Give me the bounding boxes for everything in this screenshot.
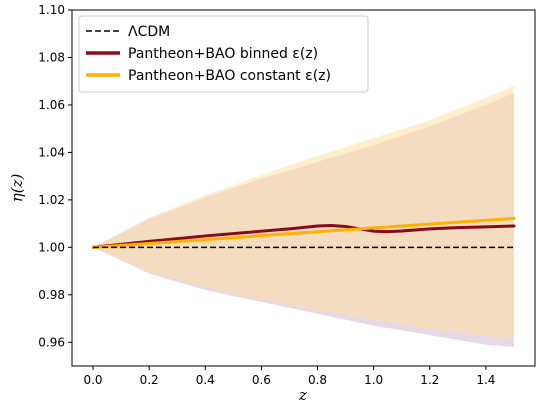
x-tick-label: 0.2 — [140, 373, 159, 387]
series-lines — [91, 216, 516, 249]
y-tick-label: 0.96 — [38, 335, 65, 349]
y-tick-label: 1.04 — [38, 145, 65, 159]
y-tick-label: 0.98 — [38, 288, 65, 302]
plot-area-frame — [71, 9, 536, 367]
x-tick-label: 0.8 — [308, 373, 327, 387]
legend-label: Pantheon+BAO binned ε(z) — [128, 46, 318, 62]
x-tick-label: 1.4 — [476, 373, 495, 387]
confidence-bands — [93, 85, 514, 348]
x-tick-label: 1.0 — [364, 373, 383, 387]
x-axis-ticks: 0.0 0.2 0.4 0.6 0.8 1.0 1.2 1.4 — [83, 366, 495, 387]
x-tick-label: 0.4 — [196, 373, 215, 387]
legend: ΛCDM Pantheon+BAO binned ε(z) Pantheon+BAO… — [78, 15, 369, 93]
y-tick-label: 1.02 — [38, 193, 65, 207]
x-tick-label: 0.0 — [83, 373, 102, 387]
y-tick-label: 1.08 — [38, 50, 65, 64]
legend-label: Pantheon+BAO constant ε(z) — [128, 68, 331, 84]
series-line-2 — [91, 216, 516, 249]
y-tick-label: 1.06 — [38, 98, 65, 112]
x-tick-label: 1.2 — [420, 373, 439, 387]
y-axis-label: η(z) — [8, 174, 26, 203]
confidence-band-series-2 — [93, 85, 514, 340]
y-tick-label: 1.00 — [38, 240, 65, 254]
series-line-1 — [91, 224, 516, 249]
y-tick-label: 1.10 — [38, 3, 65, 17]
legend-label: ΛCDM — [128, 24, 170, 40]
y-axis-ticks: 0.96 0.98 1.00 1.02 1.04 1.06 1.08 1.10 — [38, 3, 72, 349]
legend-box — [78, 15, 369, 93]
x-tick-label: 0.6 — [252, 373, 271, 387]
x-axis-label: z — [298, 386, 307, 404]
